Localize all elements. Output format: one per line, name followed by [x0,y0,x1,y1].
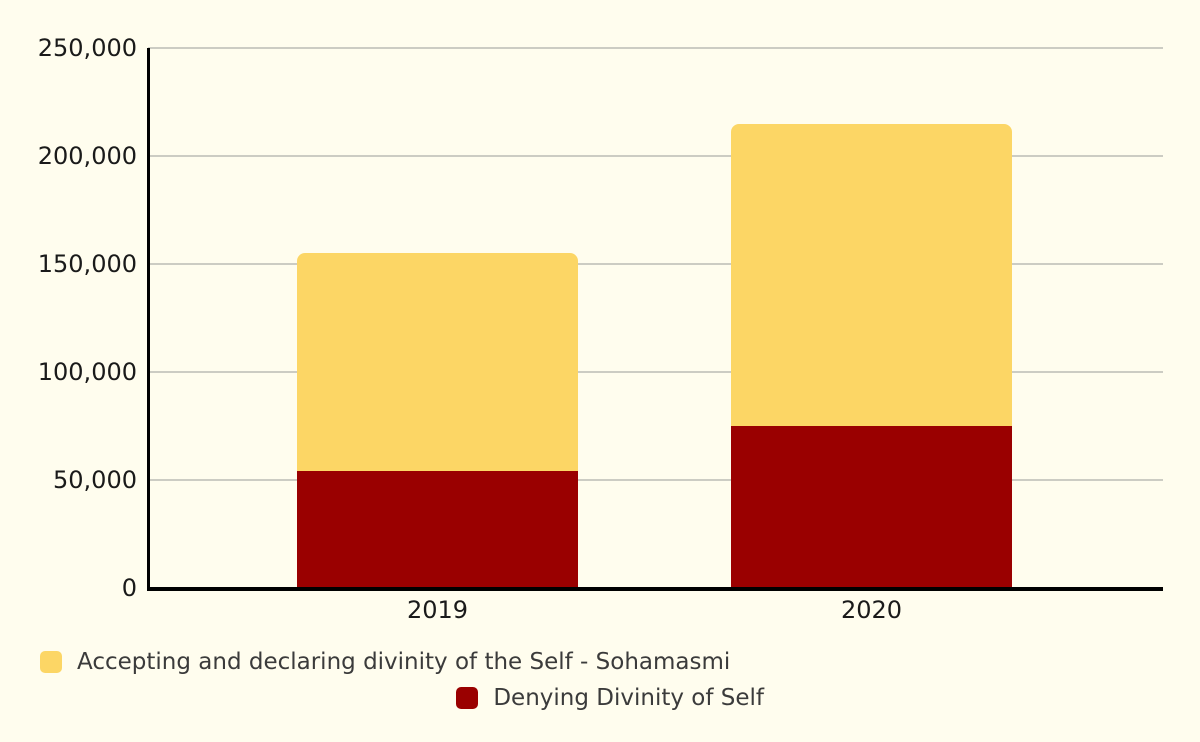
x-axis-label-2019: 2019 [406,596,469,624]
legend-swatch-denying [456,687,479,709]
legend-item-accepting: Accepting and declaring divinity of the … [40,649,764,675]
bar-segment-2020-accepting [731,123,1012,426]
y-axis-tick-label: 50,000 [53,466,137,494]
gridline-250000 [148,47,1163,49]
x-axis-label-2020: 2020 [840,596,903,624]
y-axis-tick-label: 150,000 [37,250,137,278]
bar-segment-2019-accepting [297,253,578,472]
legend-swatch-accepting [40,651,62,673]
legend-label-denying: Denying Divinity of Self [493,685,764,711]
gridline-150000 [148,263,1163,265]
legend: Accepting and declaring divinity of the … [40,649,764,711]
gridline-200000 [148,155,1163,157]
y-axis-tick-label: 250,000 [37,34,137,62]
legend-label-accepting: Accepting and declaring divinity of the … [77,649,731,675]
y-axis-tick-label: 0 [121,574,137,602]
legend-item-denying: Denying Divinity of Self [40,685,764,711]
bar-segment-2019-denying [297,471,578,588]
gridline-100000 [148,371,1163,373]
y-axis-tick-label: 100,000 [37,358,137,386]
y-axis-line [147,48,150,591]
x-axis-line [147,587,1163,591]
bar-segment-2020-denying [731,426,1012,588]
y-axis-tick-label: 200,000 [37,142,137,170]
gridline-50000 [148,479,1163,481]
